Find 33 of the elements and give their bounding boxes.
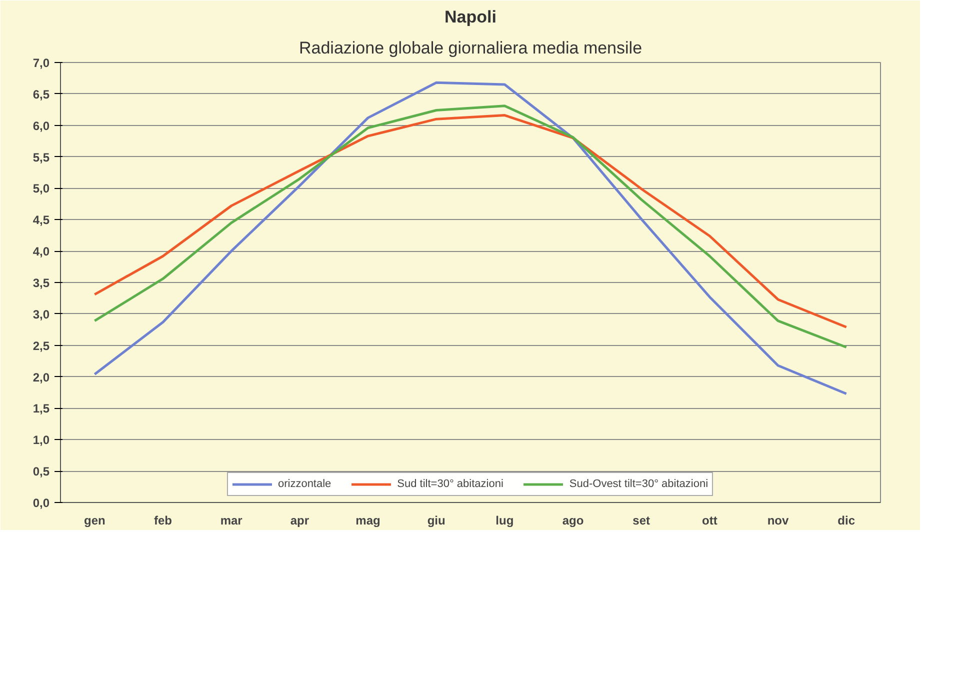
x-tick-label: feb xyxy=(154,514,172,528)
y-tick-label: 5,0 xyxy=(32,182,50,196)
x-tick-label: apr xyxy=(290,514,310,528)
y-tick-label: 1,0 xyxy=(32,433,50,448)
x-tick-label: lug xyxy=(496,514,514,528)
x-tick-label: mag xyxy=(356,514,380,528)
y-tick-label: 4,5 xyxy=(32,213,50,228)
x-tick-label: set xyxy=(632,514,650,528)
legend-label: orizzontale xyxy=(278,477,332,491)
x-tick-label: giu xyxy=(427,514,446,528)
chart-subtitle: Radiazione globale giornaliera media mensile xyxy=(298,38,642,58)
y-tick-label: 7,0 xyxy=(32,56,50,70)
y-tick-label: 0,0 xyxy=(32,496,50,510)
y-tick-label: 4,0 xyxy=(32,244,50,259)
x-tick-label: dic xyxy=(838,514,856,528)
y-tick-label: 2,5 xyxy=(32,338,50,353)
y-tick-label: 3,5 xyxy=(32,276,50,290)
y-tick-label: 6,5 xyxy=(32,87,50,102)
y-tick-label: 0,5 xyxy=(32,464,50,479)
x-tick-label: ago xyxy=(562,514,584,528)
y-tick-label: 1,5 xyxy=(32,402,50,416)
x-tick-label: mar xyxy=(220,514,243,528)
x-tick-label: ott xyxy=(702,514,718,528)
x-tick-label: nov xyxy=(767,514,789,528)
x-tick-label: gen xyxy=(84,514,106,528)
y-tick-label: 5,5 xyxy=(32,150,50,164)
y-tick-label: 6,0 xyxy=(32,118,50,133)
chart-title: Napoli xyxy=(444,8,496,26)
y-tick-label: 3,0 xyxy=(32,307,50,322)
legend-label: Sud tilt=30° abitazioni xyxy=(397,477,504,491)
legend-label: Sud-Ovest tilt=30° abitazioni xyxy=(569,477,708,491)
line-series xyxy=(93,81,848,396)
y-tick-label: 2,0 xyxy=(32,370,50,384)
